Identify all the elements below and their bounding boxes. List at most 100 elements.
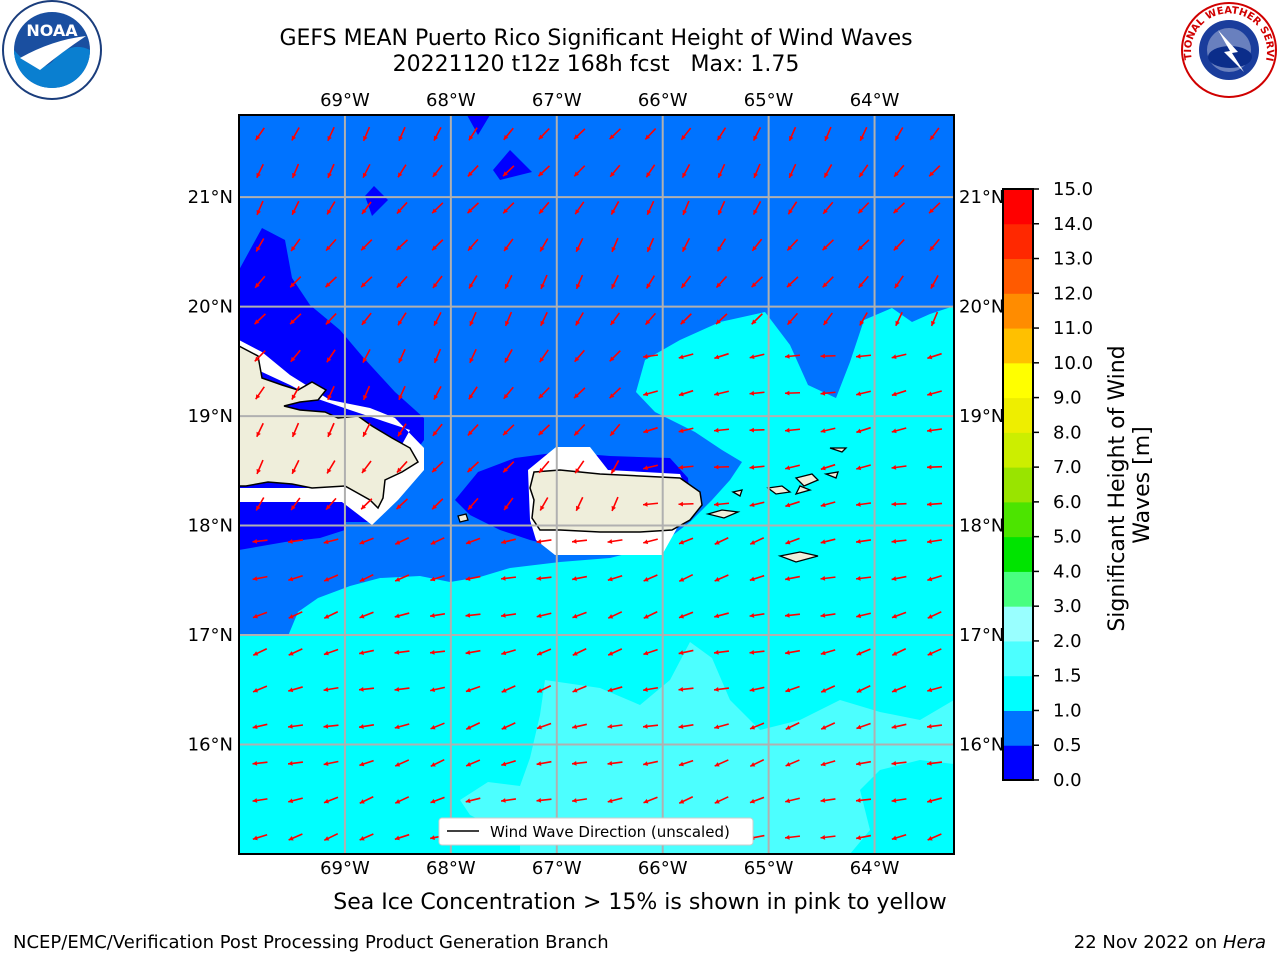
- wave-arrow-153: [714, 390, 729, 397]
- wave-arrow-348: [536, 760, 552, 766]
- wave-arrow-11: [644, 128, 657, 140]
- wave-arrow-293: [713, 650, 730, 655]
- wave-arrow-197: [856, 464, 871, 471]
- wave-arrow-116: [822, 312, 834, 326]
- wave-arrow-185: [431, 461, 444, 473]
- wave-arrow-212: [678, 501, 694, 507]
- wave-arrow-295: [784, 649, 801, 655]
- map-frame: [238, 114, 955, 855]
- lon-label-top-1: 68°W: [426, 90, 476, 111]
- wave-arrow-32: [681, 164, 691, 178]
- noaa-logo: NOAA: [2, 0, 102, 100]
- wave-arrow-373: [714, 796, 729, 804]
- colorbar-swatch-1: [1003, 710, 1033, 746]
- wave-arrow-165: [432, 423, 443, 437]
- wave-arrow-158: [891, 389, 907, 397]
- wave-arrow-107: [504, 311, 513, 327]
- colorbar-tick-label-2: 1.0: [1053, 700, 1082, 721]
- wave-arrow-273: [714, 612, 729, 619]
- wave-arrow-343: [359, 759, 374, 767]
- sea-ice-note: Sea Ice Concentration > 15% is shown in …: [333, 890, 947, 915]
- wave-arrow-230: [607, 539, 623, 544]
- wave-arrow-334: [749, 722, 765, 730]
- wave-arrow-246: [465, 575, 481, 581]
- wave-arrow-178: [891, 427, 907, 434]
- wave-arrow-336: [820, 722, 836, 730]
- colorbar-tick-label-8: 6.0: [1053, 492, 1082, 513]
- wave-arrow-68: [539, 238, 549, 252]
- wave-arrow-149: [573, 387, 586, 399]
- colorbar-swatch-3: [1003, 640, 1033, 677]
- wave-arrow-203: [360, 498, 373, 510]
- wave-arrow-150: [609, 387, 621, 399]
- wave-arrow-17: [859, 126, 868, 142]
- map-area: [239, 115, 954, 854]
- wave-arrow-138: [891, 353, 907, 360]
- wave-arrow-49: [574, 201, 585, 215]
- wave-arrow-161: [291, 422, 300, 438]
- wave-arrow-82: [324, 276, 338, 288]
- wave-arrow-18: [894, 127, 904, 141]
- wave-arrow-266: [465, 612, 481, 618]
- wave-arrow-264: [394, 612, 410, 619]
- wave-arrow-283: [359, 649, 374, 655]
- wave-arrow-369: [571, 798, 588, 803]
- wave-arrow-79: [929, 238, 940, 252]
- wave-arrow-36: [823, 164, 833, 178]
- colorbar: [1003, 189, 1033, 781]
- wave-arrow-39: [928, 165, 941, 177]
- wave-arrow-12: [680, 127, 692, 141]
- colorbar-swatch-16: [1003, 189, 1033, 225]
- wave-arrow-330: [607, 724, 623, 729]
- wave-arrow-89: [575, 274, 584, 290]
- wave-arrow-382: [323, 832, 339, 842]
- wave-arrow-271: [643, 611, 658, 619]
- wave-arrow-90: [610, 274, 620, 290]
- latitude-labels-left: 21°N 20°N 19°N 18°N 17°N 16°N: [188, 187, 233, 755]
- wave-arrow-1: [291, 127, 300, 141]
- wave-arrow-85: [432, 275, 443, 289]
- wave-arrow-95: [786, 276, 799, 288]
- wave-arrow-102: [325, 313, 337, 325]
- wave-arrow-126: [469, 348, 477, 364]
- colorbar-swatch-6: [1003, 536, 1033, 572]
- colorbar-tick-label-11: 9.0: [1053, 388, 1082, 409]
- wave-arrow-20: [256, 163, 264, 179]
- wave-arrow-219: [926, 501, 943, 507]
- lat-label-right-4: 17°N: [959, 625, 1004, 646]
- wave-arrow-118: [895, 311, 903, 327]
- wave-arrow-40: [256, 200, 264, 216]
- wave-arrow-383: [359, 833, 374, 841]
- wave-arrow-175: [784, 427, 801, 433]
- wave-arrow-19: [929, 127, 940, 141]
- wave-arrow-345: [430, 758, 445, 768]
- wave-arrow-372: [678, 796, 694, 804]
- colorbar-swatch-13: [1003, 293, 1033, 329]
- wave-arrow-248: [536, 575, 552, 581]
- wave-arrow-214: [749, 501, 765, 508]
- wave-arrow-184: [396, 460, 408, 474]
- wave-arrow-260: [252, 611, 268, 619]
- colorbar-swatch-9: [1003, 432, 1033, 468]
- wave-arrow-251: [643, 574, 658, 582]
- wave-arrow-180: [256, 459, 264, 475]
- wave-arrow-92: [680, 275, 692, 289]
- wave-arrow-368: [536, 797, 552, 803]
- wave-arrow-258: [891, 575, 907, 581]
- wave-arrow-242: [323, 574, 339, 582]
- wave-arrow-106: [469, 311, 477, 327]
- wave-arrow-247: [500, 575, 517, 581]
- wave-arrow-313: [713, 687, 730, 692]
- wave-arrow-9: [573, 128, 586, 140]
- wave-arrow-34: [753, 163, 761, 179]
- wave-arrow-167: [502, 424, 515, 436]
- land-small-islands: [457, 447, 848, 563]
- wave-arrow-220: [252, 538, 268, 544]
- footer-credit: NCEP/EMC/Verification Post Processing Pr…: [13, 932, 609, 953]
- wave-arrow-224: [394, 537, 410, 545]
- wave-arrow-30: [609, 164, 621, 178]
- wave-arrow-63: [360, 239, 373, 251]
- lat-label-left-5: 16°N: [188, 735, 233, 756]
- wave-arrow-164: [397, 423, 407, 437]
- wave-arrow-335: [785, 722, 800, 730]
